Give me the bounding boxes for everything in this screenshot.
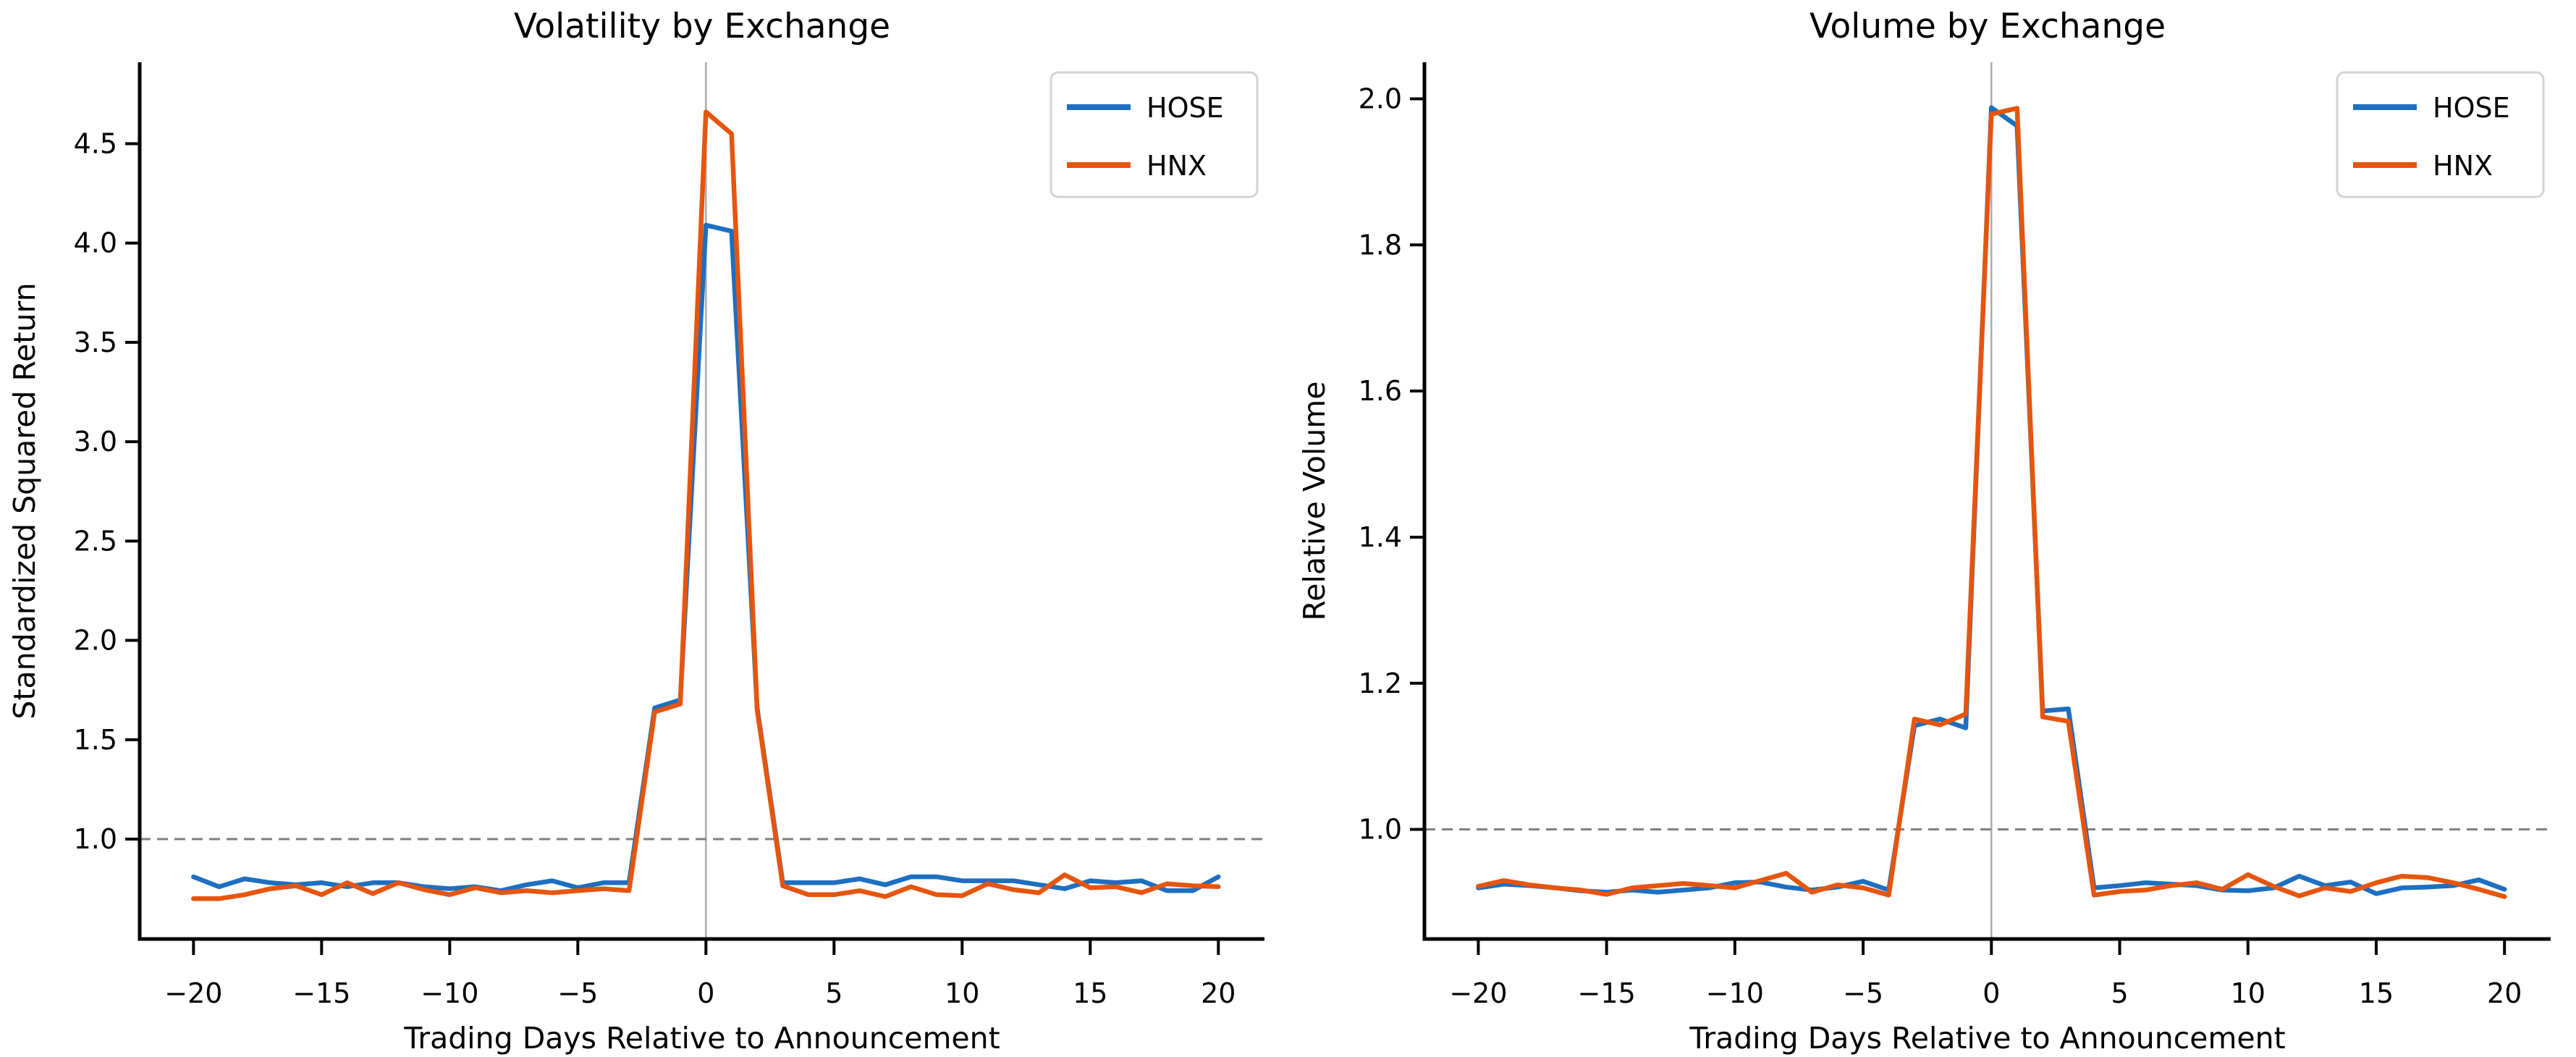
y-tick-label: 1.8 (1359, 229, 1402, 261)
legend-label-hose: HOSE (2433, 92, 2510, 124)
plot-area-volume: 1.0 1.2 1.4 1.6 1.8 2.0 −20 −15 −10 −5 0 5 10 15 20 HOS… (1359, 62, 2551, 1009)
legend-label-hose: HOSE (1146, 92, 1224, 124)
y-tick-label: 2.5 (74, 525, 117, 557)
y-tick-label: 1.5 (74, 724, 117, 756)
y-tick-label: 3.0 (74, 426, 117, 458)
y-axis-label: Standardized Squared Return (7, 282, 42, 719)
x-tick-label: 0 (1982, 977, 2000, 1009)
x-tick-label: 10 (2231, 977, 2265, 1009)
x-tick-label: 20 (1201, 977, 1236, 1009)
x-axis-label: Trading Days Relative to Announcement (403, 1021, 1000, 1056)
x-tick-label: −10 (421, 977, 478, 1009)
chart-title: Volume by Exchange (1809, 7, 2166, 46)
y-tick-label: 2.0 (74, 625, 117, 657)
x-tick-label: 20 (2487, 977, 2522, 1009)
x-tick-label: −20 (1449, 977, 1507, 1009)
series-line-hnx (191, 109, 1221, 901)
chart-volume: Volume by Exchange Relative Volume Tradi… (1297, 7, 2551, 1056)
y-tick-label: 4.0 (74, 227, 117, 259)
plot-area-volatility: 1.0 1.5 2.0 2.5 3.0 3.5 4.0 4.5 −20 −15 −10 −5 0 5 10 1… (74, 62, 1264, 1009)
y-tick-label: 1.2 (1359, 668, 1402, 699)
y-tick-label: 1.6 (1359, 375, 1402, 407)
x-tick-label: −5 (557, 977, 598, 1009)
y-tick-label: 4.5 (74, 128, 117, 160)
x-tick-label: −20 (164, 977, 222, 1009)
y-tick-label: 1.0 (74, 823, 117, 855)
y-tick-label: 1.0 (1359, 814, 1402, 846)
x-tick-label: 10 (945, 977, 979, 1009)
legend-label-hnx: HNX (1146, 150, 1207, 182)
chart-volatility: Volatility by Exchange Standardized Squa… (7, 7, 1264, 1056)
x-axis-label: Trading Days Relative to Announcement (1689, 1021, 2285, 1056)
x-tick-label: −5 (1843, 977, 1883, 1009)
x-tick-label: 5 (825, 977, 843, 1009)
series-line-hnx (1476, 106, 2507, 899)
y-axis-label: Relative Volume (1297, 382, 1332, 621)
x-tick-label: 15 (1073, 977, 1107, 1009)
y-tick-label: 3.5 (74, 327, 117, 358)
chart-title: Volatility by Exchange (514, 7, 890, 46)
x-tick-label: 0 (697, 977, 714, 1009)
series-line-hose (1476, 105, 2507, 896)
x-tick-label: 5 (2111, 977, 2128, 1009)
x-tick-label: −10 (1706, 977, 1764, 1009)
legend-label-hnx: HNX (2433, 150, 2493, 182)
x-tick-label: −15 (1578, 977, 1636, 1009)
x-tick-label: 15 (2359, 977, 2394, 1009)
x-tick-label: −15 (292, 977, 350, 1009)
y-tick-label: 1.4 (1359, 521, 1402, 553)
y-tick-label: 2.0 (1359, 83, 1402, 114)
